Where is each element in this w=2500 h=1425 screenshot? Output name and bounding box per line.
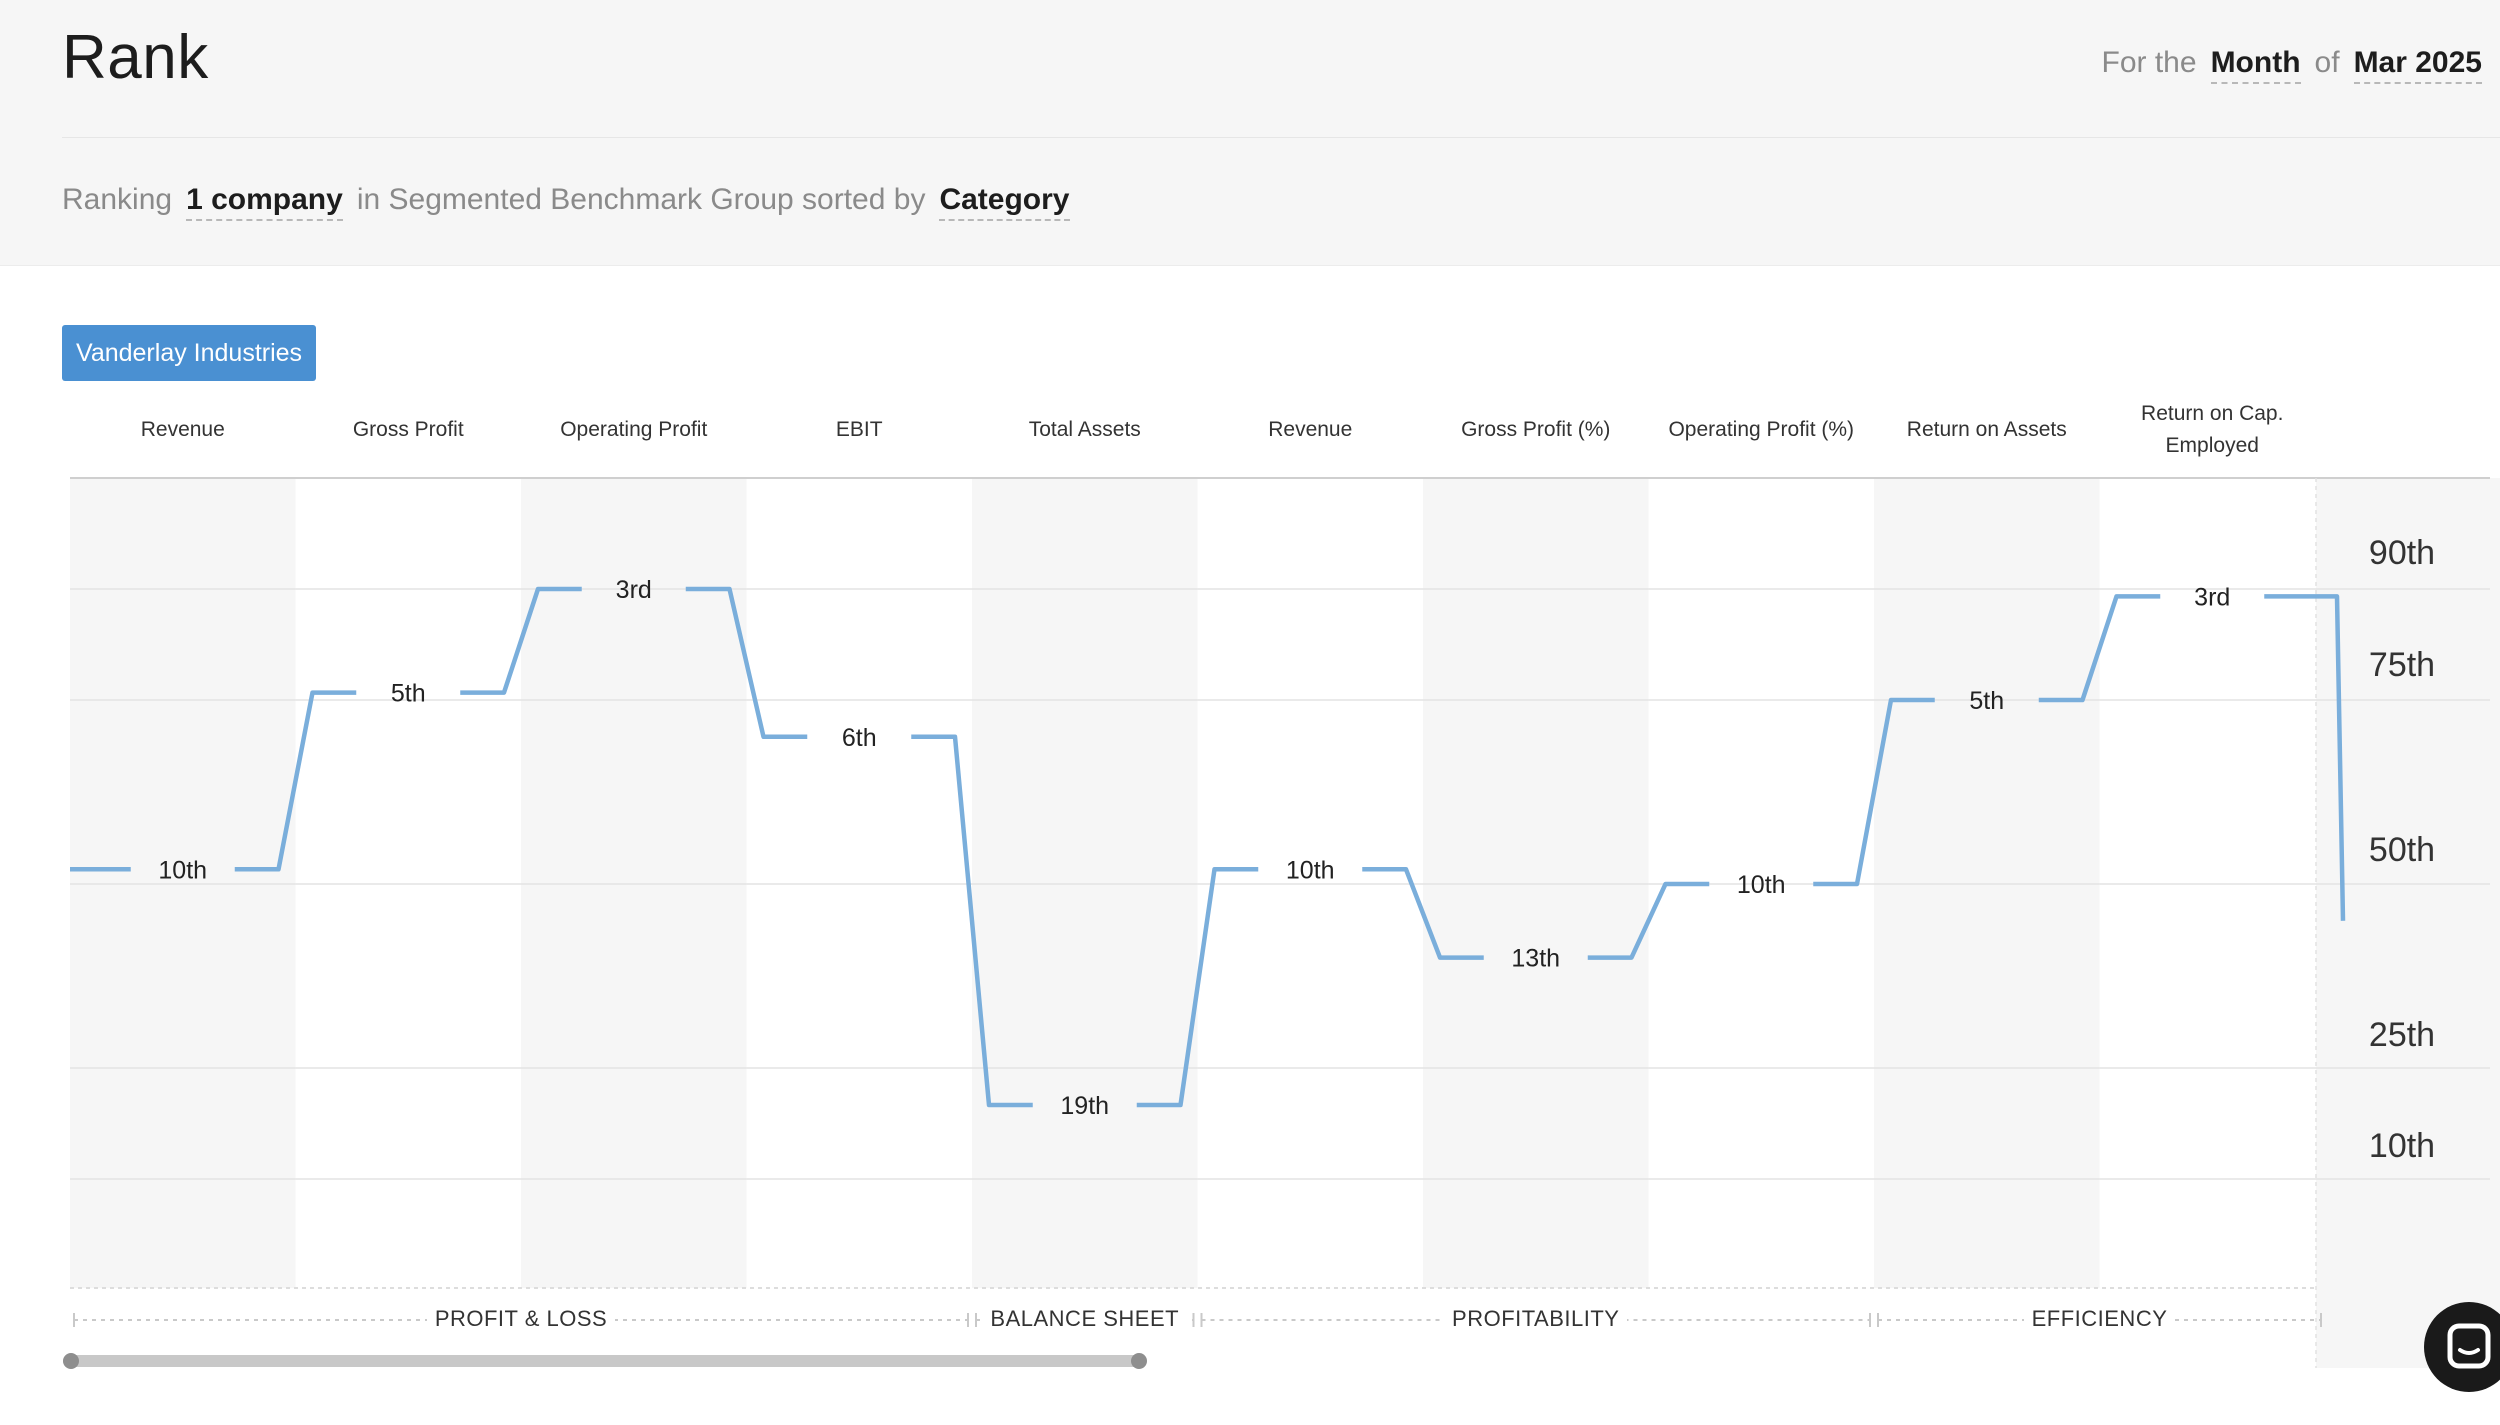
column-band <box>521 478 747 1288</box>
rank-label: 6th <box>842 724 877 752</box>
y-tick-label: 90th <box>2369 534 2435 572</box>
ranking-middle: in Segmented Benchmark Group sorted by <box>356 183 926 216</box>
y-tick-label: 10th <box>2369 1127 2435 1165</box>
horizontal-scrollbar[interactable] <box>63 1355 1143 1367</box>
chat-bubble-icon <box>2447 1323 2491 1369</box>
column-header: Operating Profit <box>560 418 708 441</box>
page-title: Rank <box>62 23 209 92</box>
rank-label: 10th <box>1737 871 1786 899</box>
ranking-filter: Ranking 1 company in Segmented Benchmark… <box>62 183 1070 221</box>
section-label: PROFIT & LOSS <box>426 1306 616 1332</box>
period-of: of <box>2314 46 2340 79</box>
section-label: EFFICIENCY <box>2023 1306 2176 1332</box>
y-tick-label: 75th <box>2369 646 2435 684</box>
period-unit-dropdown[interactable]: Month <box>2210 46 2301 84</box>
column-band <box>1423 478 1649 1288</box>
scrollbar-end-handle[interactable] <box>1131 1353 1147 1369</box>
column-band <box>70 478 296 1288</box>
y-axis-panel <box>2316 478 2500 1368</box>
column-header: Revenue <box>1268 418 1353 441</box>
rank-label: 10th <box>1286 856 1335 884</box>
sort-by-dropdown[interactable]: Category <box>939 183 1070 221</box>
scrollbar-start-handle[interactable] <box>63 1353 79 1369</box>
rank-label: 13th <box>1511 945 1560 973</box>
y-tick-label: 50th <box>2369 831 2435 869</box>
rank-label: 10th <box>158 856 207 884</box>
column-band <box>1197 478 1423 1288</box>
rank-label: 5th <box>1969 687 2004 715</box>
period-selector: For the Month of Mar 2025 <box>2102 46 2482 84</box>
column-band <box>746 478 972 1288</box>
y-tick-label: 25th <box>2369 1016 2435 1054</box>
column-band <box>972 478 1198 1288</box>
ranking-prefix: Ranking <box>62 183 173 216</box>
chat-launcher-button[interactable] <box>2424 1302 2500 1392</box>
column-band <box>295 478 521 1288</box>
rank-label: 3rd <box>2194 583 2230 611</box>
rank-label: 5th <box>391 680 426 708</box>
column-header: Gross Profit <box>352 418 464 441</box>
column-header: Gross Profit (%) <box>1461 418 1611 441</box>
company-count-dropdown[interactable]: 1 company <box>186 183 343 221</box>
column-band <box>2099 478 2325 1288</box>
header-band <box>0 0 2500 266</box>
column-header: Operating Profit (%) <box>1668 418 1855 441</box>
rank-label: 3rd <box>616 576 652 604</box>
column-header: Total Assets <box>1028 418 1141 441</box>
column-header: Revenue <box>140 418 225 441</box>
column-band <box>1874 478 2100 1288</box>
section-label: PROFITABILITY <box>1444 1306 1628 1332</box>
column-header: Return on Assets <box>1906 418 2067 441</box>
column-header: EBIT <box>835 418 883 441</box>
header-divider <box>62 137 2500 138</box>
column-header: Return on Cap. Employed <box>2141 402 2284 457</box>
rank-line-series <box>70 586 2346 1108</box>
period-prefix: For the <box>2101 46 2197 79</box>
period-date-dropdown[interactable]: Mar 2025 <box>2353 46 2482 84</box>
rank-label: 19th <box>1060 1092 1109 1120</box>
company-chip-vanderlay[interactable]: Vanderlay Industries <box>62 325 317 381</box>
section-label: BALANCE SHEET <box>982 1306 1188 1332</box>
